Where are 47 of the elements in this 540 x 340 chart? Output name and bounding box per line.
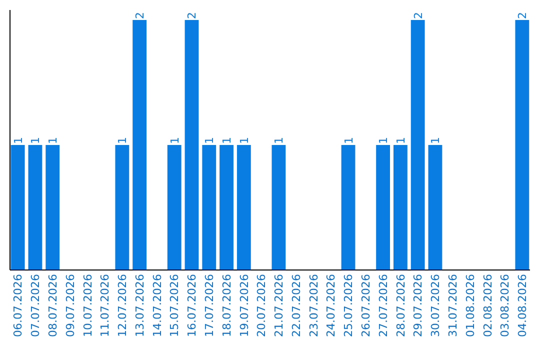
x-tick-label: 04.08.2026 <box>516 274 530 337</box>
x-tick-label: 06.07.2026 <box>12 274 25 337</box>
x-tick-label: 26.07.2026 <box>360 274 372 337</box>
x-tick-label: 08.07.2026 <box>46 274 60 337</box>
x-tick-label: 11.07.2026 <box>98 274 112 337</box>
data-label: 1 <box>46 137 60 144</box>
x-tick-label: 17.07.2026 <box>202 274 216 337</box>
data-label: 1 <box>220 137 234 144</box>
x-tick-label: 28.07.2026 <box>394 274 408 337</box>
x-tick-label: 20.07.2026 <box>255 274 268 337</box>
x-tick-label: 09.07.2026 <box>64 274 77 337</box>
data-label: 1 <box>29 137 42 144</box>
data-label: 1 <box>203 137 216 144</box>
data-label: 2 <box>186 12 199 19</box>
data-label: 1 <box>116 137 130 144</box>
x-tick-label: 19.07.2026 <box>238 274 251 337</box>
data-label: 1 <box>342 137 356 144</box>
x-tick-label: 15.07.2026 <box>168 274 182 337</box>
x-tick-label: 23.07.2026 <box>307 274 320 337</box>
data-label: 1 <box>12 137 25 144</box>
data-label: 1 <box>429 137 442 144</box>
x-tick-label: 27.07.2026 <box>376 274 390 337</box>
data-label: 1 <box>272 137 286 144</box>
data-label: 1 <box>394 137 408 144</box>
x-tick-label: 10.07.2026 <box>81 274 94 337</box>
data-label: 2 <box>412 12 425 19</box>
data-label: 1 <box>377 137 390 144</box>
x-tick-label: 30.07.2026 <box>429 274 442 337</box>
x-tick-label: 12.07.2026 <box>116 274 130 337</box>
data-label: 1 <box>168 137 182 144</box>
x-tick-label: 13.07.2026 <box>133 274 146 337</box>
x-tick-label: 31.07.2026 <box>446 274 460 337</box>
x-tick-label: 22.07.2026 <box>290 274 303 337</box>
data-label: 2 <box>134 12 147 19</box>
x-tick-label: 24.07.2026 <box>324 274 338 337</box>
data-label: 2 <box>516 12 530 19</box>
data-label: 1 <box>238 137 251 144</box>
x-tick-label: 14.07.2026 <box>150 274 164 337</box>
x-tick-label: 03.08.2026 <box>498 274 512 337</box>
x-tick-label: 16.07.2026 <box>186 274 199 337</box>
x-tick-label: 01.08.2026 <box>464 274 477 337</box>
x-tick-label: 21.07.2026 <box>272 274 286 337</box>
x-tick-label: 02.08.2026 <box>481 274 494 337</box>
x-tick-label: 29.07.2026 <box>412 274 425 337</box>
x-tick-label: 25.07.2026 <box>342 274 356 337</box>
x-tick-label: 07.07.2026 <box>29 274 42 337</box>
x-tick-label: 18.07.2026 <box>220 274 234 337</box>
